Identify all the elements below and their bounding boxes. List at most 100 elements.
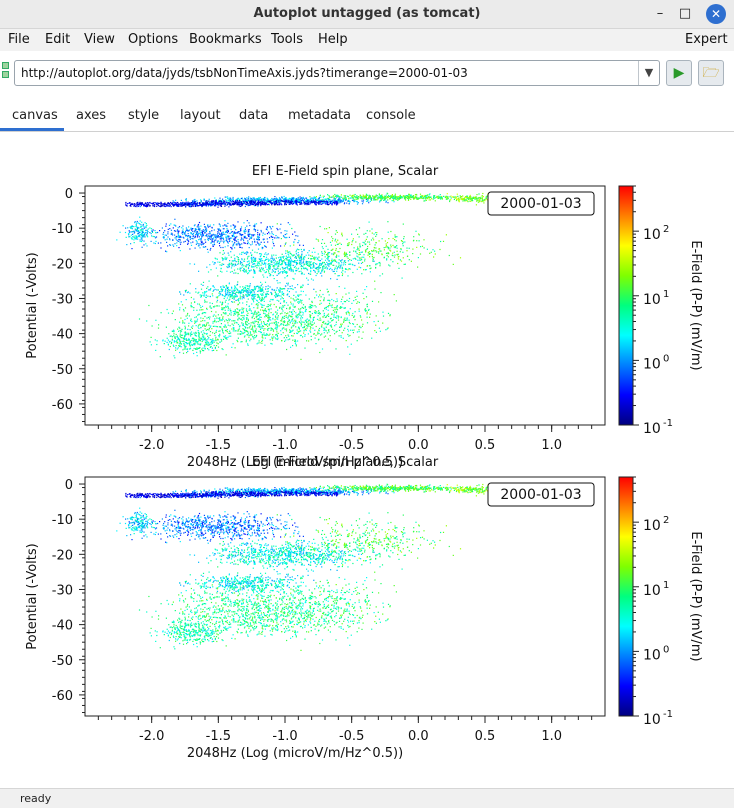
scatter-point <box>144 233 145 234</box>
scatter-point <box>240 293 241 294</box>
scatter-point <box>132 236 133 237</box>
tab-data[interactable]: data <box>239 108 268 123</box>
scatter-point <box>250 293 251 294</box>
minimize-icon[interactable]: – <box>650 4 670 24</box>
maximize-icon[interactable]: □ <box>675 4 695 24</box>
scatter-point <box>287 323 288 324</box>
scatter-point <box>354 258 355 259</box>
scatter-point <box>357 201 358 202</box>
scatter-point <box>287 257 288 258</box>
menu-file[interactable]: File <box>8 32 30 47</box>
scatter-point <box>288 259 289 260</box>
scatter-point <box>390 231 391 232</box>
scatter-point <box>221 265 222 266</box>
menu-options[interactable]: Options <box>128 32 178 47</box>
scatter-point <box>248 292 249 293</box>
scatter-point <box>286 317 287 318</box>
scatter-point <box>329 264 330 265</box>
tab-axes[interactable]: axes <box>76 108 106 123</box>
scatter-point <box>426 196 427 197</box>
scatter-point <box>278 273 279 274</box>
scatter-point <box>328 195 329 196</box>
scatter-point <box>245 322 246 323</box>
scatter-point <box>277 338 278 339</box>
scatter-point <box>198 233 199 234</box>
scatter-point <box>268 253 269 254</box>
menu-edit[interactable]: Edit <box>45 32 70 47</box>
scatter-point <box>291 260 292 261</box>
scatter-point <box>179 226 180 227</box>
scatter-point <box>263 264 264 265</box>
scatter-point <box>376 232 377 233</box>
tab-canvas[interactable]: canvas <box>12 108 58 123</box>
menu-bookmarks[interactable]: Bookmarks <box>189 32 262 47</box>
scatter-point <box>242 247 243 248</box>
scatter-point <box>277 275 278 276</box>
menu-help[interactable]: Help <box>318 32 348 47</box>
tab-console[interactable]: console <box>366 108 416 123</box>
scatter-point <box>147 230 148 231</box>
scatter-point <box>424 247 425 248</box>
scatter-point <box>302 307 303 308</box>
scatter-point <box>388 248 389 249</box>
scatter-point <box>167 236 168 237</box>
scatter-point <box>248 267 249 268</box>
url-input[interactable] <box>14 60 660 86</box>
scatter-point <box>265 294 266 295</box>
scatter-point <box>482 195 483 196</box>
scatter-point <box>375 236 376 237</box>
tab-style[interactable]: style <box>128 108 159 123</box>
scatter-point <box>264 313 265 314</box>
scatter-point <box>321 251 322 252</box>
scatter-point <box>361 263 362 264</box>
scatter-point <box>252 250 253 251</box>
scatter-point <box>222 260 223 261</box>
scatter-point <box>166 242 167 243</box>
menu-expert[interactable]: Expert <box>685 32 728 47</box>
scatter-point <box>324 272 325 273</box>
scatter-point <box>232 235 233 236</box>
tab-layout[interactable]: layout <box>180 108 221 123</box>
scatter-point <box>243 292 244 293</box>
scatter-point <box>191 245 192 246</box>
scatter-point <box>286 256 287 257</box>
open-file-button[interactable]: 🗁 <box>698 60 724 86</box>
scatter-point <box>367 266 368 267</box>
scatter-point <box>205 242 206 243</box>
scatter-point <box>283 332 284 333</box>
scatter-point <box>187 240 188 241</box>
chevron-down-icon[interactable]: ▼ <box>638 61 659 85</box>
tab-metadata[interactable]: metadata <box>288 108 351 123</box>
scatter-point <box>429 193 430 194</box>
scatter-point <box>395 236 396 237</box>
scatter-point <box>282 271 283 272</box>
scatter-point <box>352 330 353 331</box>
menu-view[interactable]: View <box>84 32 115 47</box>
scatter-point <box>214 326 215 327</box>
scatter-point <box>245 236 246 237</box>
scatter-point <box>335 198 336 199</box>
scatter-point <box>139 217 140 218</box>
scatter-point <box>234 242 235 243</box>
play-button[interactable]: ▶ <box>666 60 692 86</box>
scatter-point <box>270 274 271 275</box>
scatter-point <box>142 236 143 237</box>
scatter-point <box>328 198 329 199</box>
plot-canvas[interactable]: EFI E-Field spin plane, Scalar 2000-01-03… <box>0 133 734 788</box>
menu-tools[interactable]: Tools <box>271 32 303 47</box>
scatter-point <box>304 259 305 260</box>
scatter-point <box>235 260 236 261</box>
scatter-point <box>199 222 200 223</box>
scatter-point <box>450 199 451 200</box>
scatter-point <box>318 296 319 297</box>
scatter-point <box>348 245 349 246</box>
scatter-point <box>334 252 335 253</box>
scatter-point <box>202 292 203 293</box>
scatter-point <box>238 312 239 313</box>
scatter-point <box>207 236 208 237</box>
scatter-point <box>186 316 187 317</box>
scatter-point <box>290 332 291 333</box>
scatter-point <box>309 263 310 264</box>
close-icon[interactable]: ✕ <box>706 4 726 24</box>
scatter-point <box>252 330 253 331</box>
